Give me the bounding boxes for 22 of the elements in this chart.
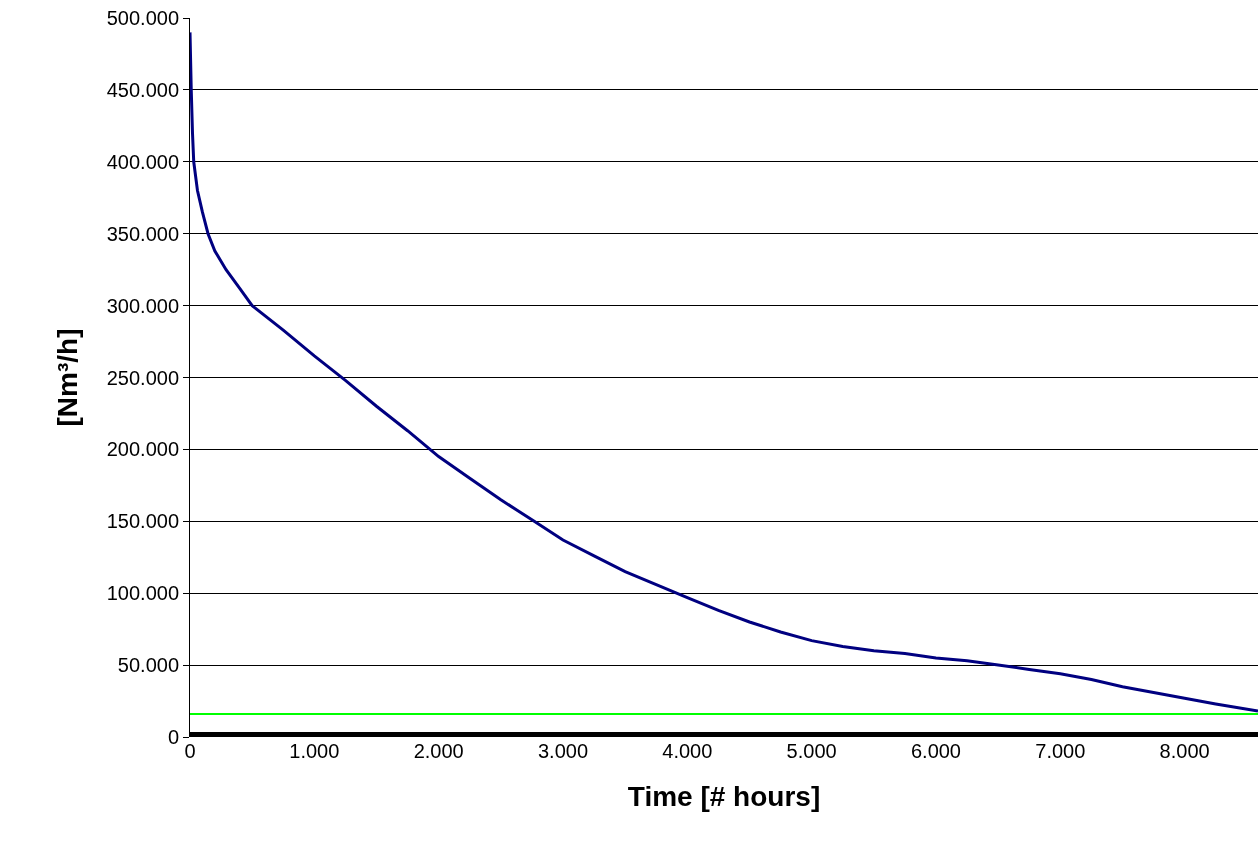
y-tick-label: 350.000 xyxy=(106,222,179,245)
x-tick-label: 7.000 xyxy=(1035,740,1086,762)
y-tick-label: 450.000 xyxy=(106,78,179,101)
y-tick-label: 250.000 xyxy=(106,366,179,389)
x-tick-label: 6.000 xyxy=(910,740,962,762)
y-tick-label: 500.000 xyxy=(106,7,179,29)
y-tick-label: 150.000 xyxy=(106,510,179,533)
x-tick-label: 0 xyxy=(184,740,196,762)
x-tick-label: 1.000 xyxy=(289,740,340,762)
y-tick-label: 200.000 xyxy=(106,438,179,461)
x-tick-label: 4.000 xyxy=(662,740,713,762)
y-tick-label: 100.000 xyxy=(106,582,179,605)
x-axis-title: Time [# hours] xyxy=(627,781,821,813)
x-tick-label: 3.000 xyxy=(537,740,589,762)
x-tick-label: 5.000 xyxy=(786,740,837,762)
x-tick-label: 8.000 xyxy=(1159,740,1210,762)
y-tick-label: 50.000 xyxy=(117,654,179,677)
x-tick-label: 2.000 xyxy=(413,740,464,762)
y-tick-label: 300.000 xyxy=(106,294,179,317)
y-axis-title: [Nm³/h] xyxy=(52,328,84,427)
y-tick-label: 400.000 xyxy=(106,150,179,173)
y-tick-label: 0 xyxy=(167,726,179,748)
